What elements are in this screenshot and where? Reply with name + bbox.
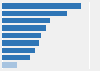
- Bar: [2, 33, 41, 38]
- Bar: [2, 25, 46, 31]
- Bar: [2, 11, 68, 16]
- Bar: [2, 55, 30, 60]
- Bar: [2, 3, 80, 9]
- Bar: [2, 62, 17, 68]
- Bar: [2, 48, 35, 53]
- Bar: [2, 40, 39, 46]
- Bar: [2, 18, 50, 23]
